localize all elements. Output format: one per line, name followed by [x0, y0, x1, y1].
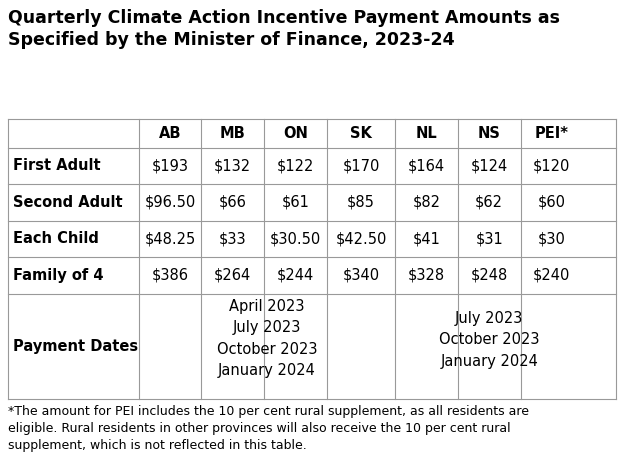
Text: $30: $30 [538, 231, 566, 246]
Text: Specified by the Minister of Finance, 2023-24: Specified by the Minister of Finance, 20… [8, 31, 455, 49]
Text: Family of 4: Family of 4 [13, 268, 104, 283]
Text: $132: $132 [214, 158, 251, 173]
Text: $85: $85 [347, 195, 375, 210]
Text: SK: SK [350, 126, 372, 141]
Text: $170: $170 [342, 158, 379, 173]
Text: $248: $248 [470, 268, 508, 283]
Text: $244: $244 [276, 268, 314, 283]
Text: $61: $61 [281, 195, 310, 210]
Text: NS: NS [478, 126, 500, 141]
Text: NL: NL [416, 126, 437, 141]
Text: PEI*: PEI* [535, 126, 569, 141]
Text: $120: $120 [533, 158, 570, 173]
Text: Quarterly Climate Action Incentive Payment Amounts as: Quarterly Climate Action Incentive Payme… [8, 9, 560, 27]
Text: $164: $164 [408, 158, 445, 173]
Text: Each Child: Each Child [13, 231, 99, 246]
Text: $48.25: $48.25 [144, 231, 196, 246]
Text: July 2023
October 2023
January 2024: July 2023 October 2023 January 2024 [439, 310, 540, 369]
Text: $193: $193 [152, 158, 188, 173]
Text: Second Adult: Second Adult [13, 195, 123, 210]
Text: $82: $82 [412, 195, 441, 210]
Text: $30.50: $30.50 [270, 231, 321, 246]
Text: $41: $41 [412, 231, 441, 246]
Text: $31: $31 [475, 231, 503, 246]
Text: Payment Dates: Payment Dates [13, 339, 138, 354]
Text: $124: $124 [470, 158, 508, 173]
Text: $240: $240 [533, 268, 570, 283]
Text: $60: $60 [538, 195, 566, 210]
Text: First Adult: First Adult [13, 158, 100, 173]
Text: $340: $340 [343, 268, 379, 283]
Text: $386: $386 [152, 268, 188, 283]
Text: $96.50: $96.50 [144, 195, 196, 210]
Text: April 2023
July 2023
October 2023
January 2024: April 2023 July 2023 October 2023 Januar… [217, 299, 317, 378]
Text: *The amount for PEI includes the 10 per cent rural supplement, as all residents : *The amount for PEI includes the 10 per … [8, 405, 529, 452]
Text: $42.50: $42.50 [335, 231, 387, 246]
Text: $122: $122 [276, 158, 314, 173]
Text: $264: $264 [214, 268, 251, 283]
Text: ON: ON [283, 126, 308, 141]
Text: $66: $66 [219, 195, 246, 210]
Text: $33: $33 [219, 231, 246, 246]
Text: $62: $62 [475, 195, 503, 210]
Text: $328: $328 [408, 268, 445, 283]
Text: MB: MB [220, 126, 245, 141]
Text: AB: AB [158, 126, 182, 141]
